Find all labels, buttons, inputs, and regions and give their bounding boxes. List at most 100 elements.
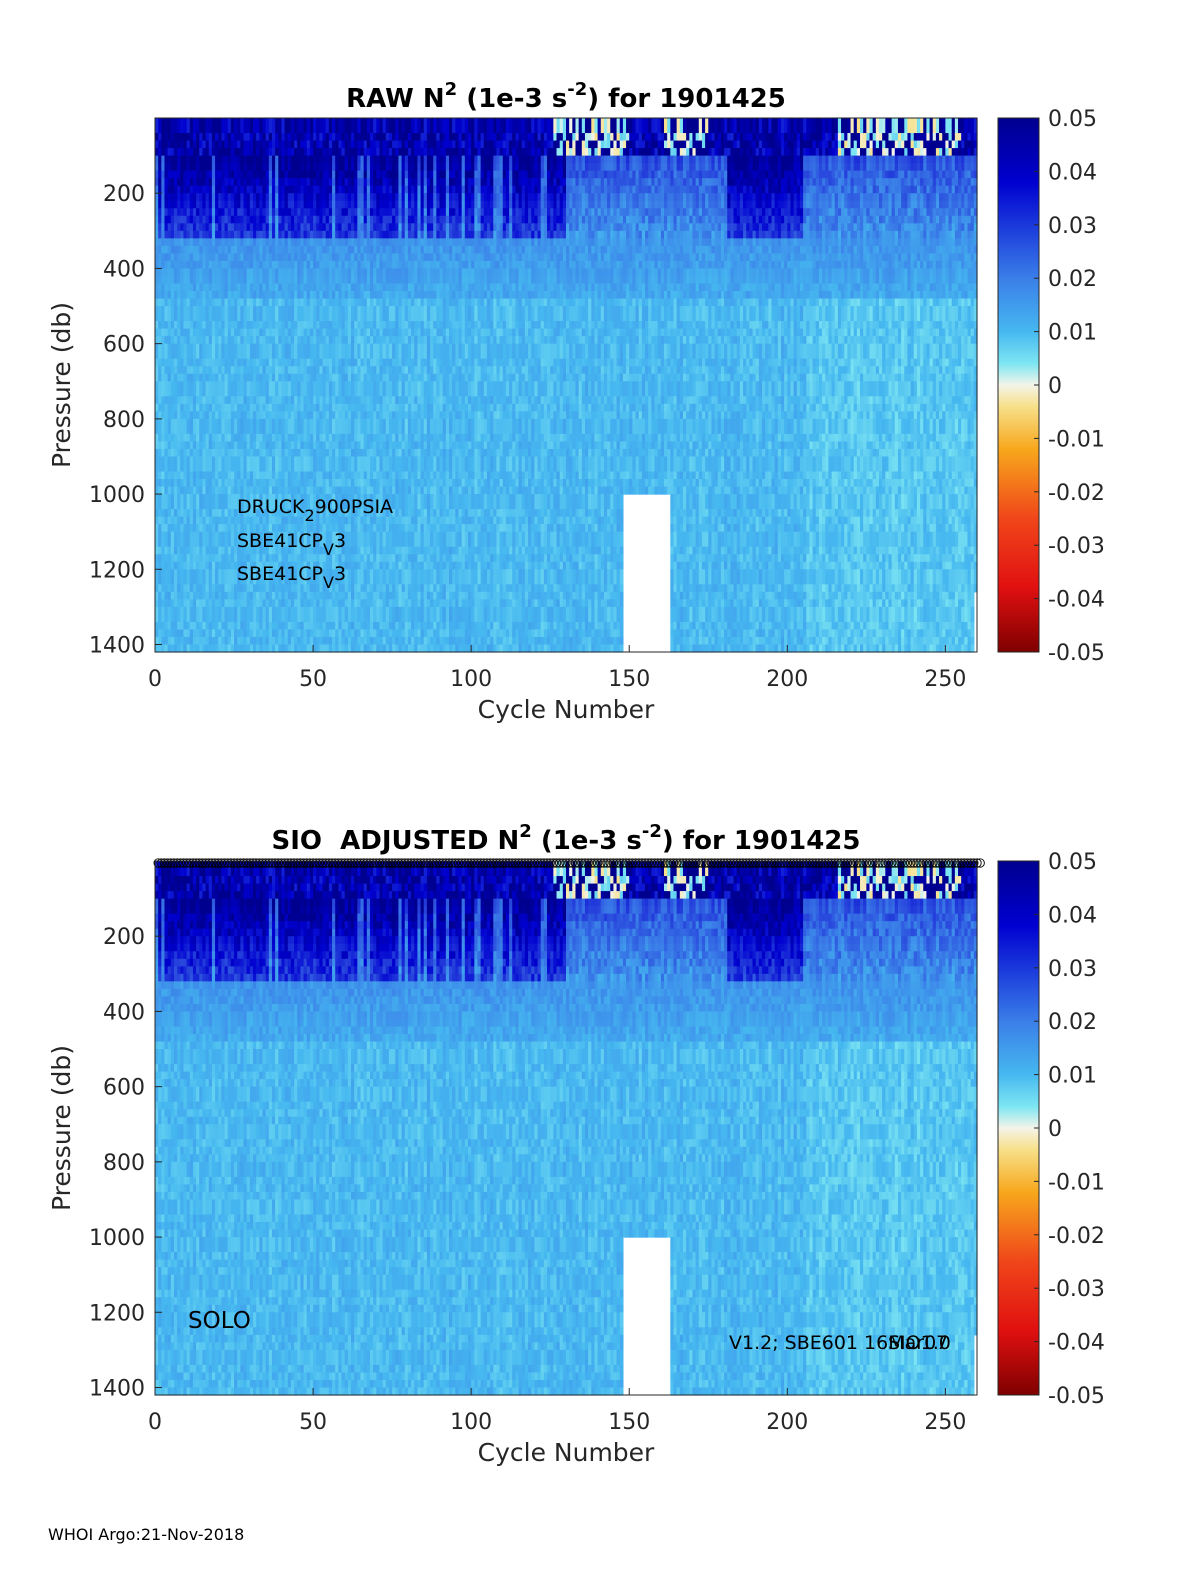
heatmap-cell [183,118,188,127]
heatmap-cell [180,351,185,360]
heatmap-cell [224,621,229,631]
heatmap-cell [249,155,254,164]
heatmap-cell [180,614,185,623]
heatmap-cell [230,163,235,172]
heatmap-cell [192,200,197,209]
heatmap-cell [240,479,245,488]
heatmap-cell [170,253,175,262]
heatmap-cell [246,614,251,623]
heatmap-cell [186,238,191,247]
heatmap-cell [167,260,172,270]
heatmap-cell [173,591,178,600]
heatmap-cell [164,336,169,345]
heatmap-cell [221,403,226,412]
heatmap-cell [202,298,207,307]
heatmap-cell [164,245,169,254]
heatmap-cell [243,644,248,653]
heatmap-cell [202,561,207,570]
heatmap-cell [205,283,210,292]
heatmap-cell [218,193,222,202]
heatmap-cell [189,358,194,367]
heatmap-cell [211,200,216,209]
heatmap-cell [215,554,219,563]
heatmap-cell [240,373,245,382]
heatmap-cell [173,418,178,427]
heatmap-cell [246,358,251,367]
heatmap-cell [224,125,229,134]
heatmap-cell [189,290,194,300]
heatmap-cell [180,373,185,382]
heatmap-cell [158,298,162,307]
heatmap-cell [221,644,226,653]
heatmap-cell [158,433,162,443]
heatmap-cell [215,614,219,623]
heatmap-cell [240,621,245,631]
heatmap-cell [202,253,207,262]
heatmap-cell [234,599,238,608]
heatmap-cell [230,306,235,315]
heatmap-cell [230,599,235,608]
heatmap-cell [196,328,200,337]
heatmap-cell [170,433,175,443]
heatmap-cell [208,554,213,563]
heatmap-cell [224,463,229,473]
heatmap-cell [155,283,159,292]
heatmap-cell [237,260,241,270]
heatmap-cell [205,275,210,285]
heatmap-cell [230,629,235,638]
heatmap-cell [173,148,178,157]
heatmap-cell [155,509,159,518]
heatmap-cell [196,155,200,164]
heatmap-cell [186,351,191,360]
heatmap-cell [167,509,172,518]
heatmap-cell [186,366,191,375]
heatmap-cell [158,516,162,525]
heatmap-cell [155,336,159,345]
heatmap-cell [161,170,166,179]
heatmap-cell [224,343,229,352]
heatmap-cell [167,644,172,653]
heatmap-cell [199,118,204,127]
heatmap-cell [158,471,162,480]
heatmap-cell [237,275,241,285]
heatmap-cell [155,636,159,646]
heatmap-cell [192,388,197,397]
heatmap-cell [230,283,235,292]
heatmap-cell [215,170,219,179]
heatmap-cell [164,321,169,330]
heatmap-cell [227,298,232,307]
heatmap-cell [218,614,222,623]
heatmap-cell [183,614,188,623]
heatmap-cell [227,275,232,285]
heatmap-cell [243,456,248,465]
heatmap-cell [164,208,169,217]
heatmap-cell [208,193,213,202]
heatmap-cell [170,561,175,570]
heatmap-cell [224,448,229,458]
heatmap-cell [192,509,197,518]
heatmap-cell [208,448,213,458]
heatmap-cell [234,260,238,270]
heatmap-cell [205,170,210,179]
heatmap-cell [183,283,188,292]
heatmap-cell [237,133,241,142]
heatmap-cell [164,260,169,270]
heatmap-cell [170,426,175,435]
heatmap-cell [183,576,188,585]
heatmap-cell [230,148,235,157]
heatmap-cell [189,584,194,593]
heatmap-cell [224,644,229,653]
heatmap-cell [170,396,175,405]
heatmap-cell [155,396,159,405]
heatmap-cell [202,245,207,254]
heatmap-cell [240,614,245,623]
heatmap-cell [243,230,248,239]
heatmap-cell [202,200,207,209]
heatmap-cell [161,373,166,382]
heatmap-cell [211,268,216,277]
heatmap-cell [155,614,159,623]
heatmap-cell [192,298,197,307]
heatmap-cell [192,260,197,270]
heatmap-cell [170,494,175,503]
heatmap-cell [208,531,213,540]
